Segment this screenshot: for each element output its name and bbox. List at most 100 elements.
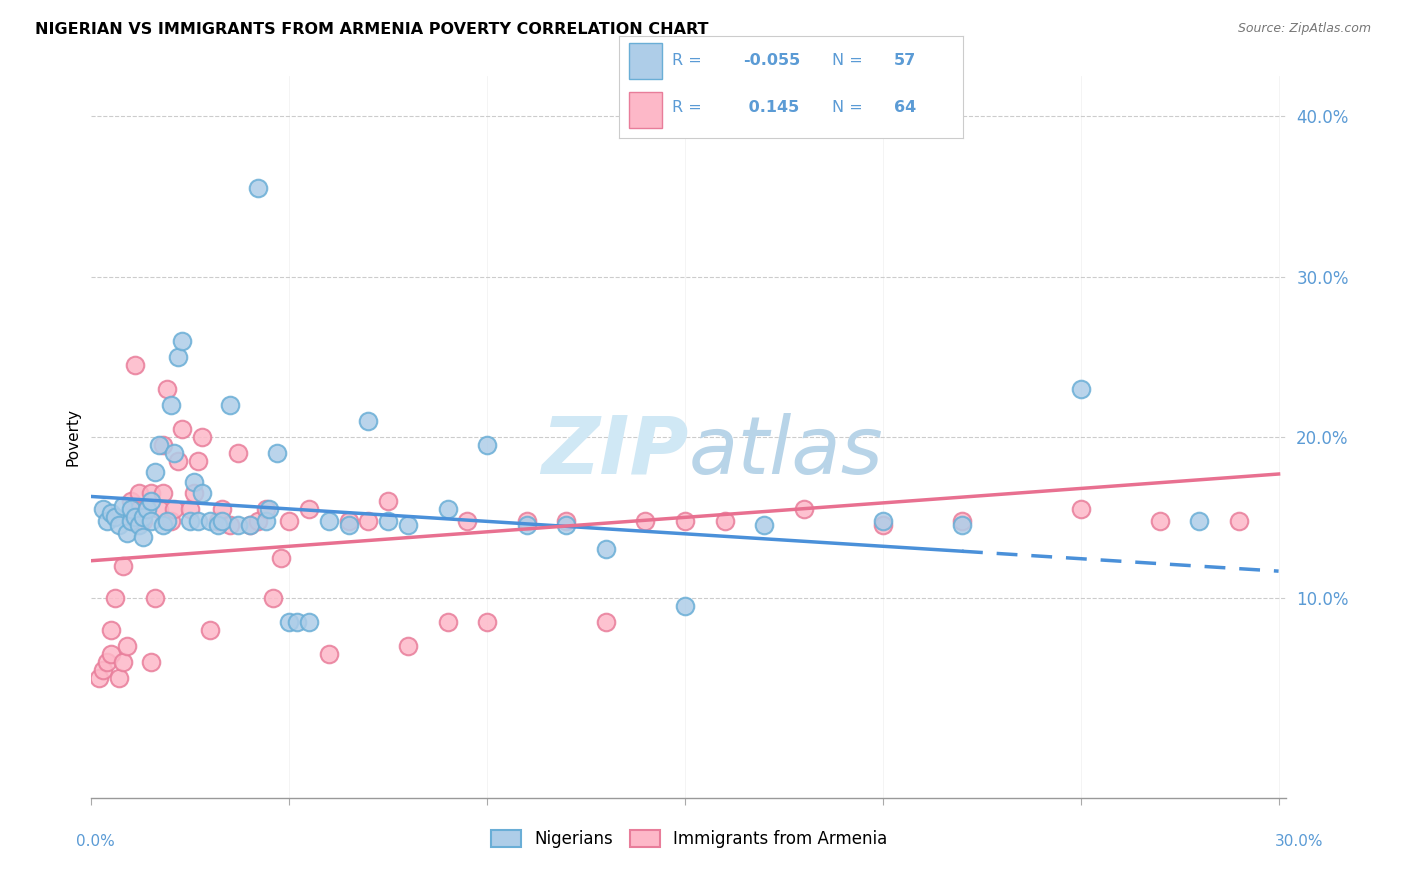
Immigrants from Armenia xyxy=(139,486,162,500)
Immigrants from Armenia xyxy=(211,502,233,516)
Text: 57: 57 xyxy=(894,54,917,69)
Text: 0.145: 0.145 xyxy=(742,101,799,115)
Immigrants from Armenia xyxy=(167,454,190,468)
Nigerians xyxy=(179,514,201,528)
Nigerians xyxy=(266,446,288,460)
Text: NIGERIAN VS IMMIGRANTS FROM ARMENIA POVERTY CORRELATION CHART: NIGERIAN VS IMMIGRANTS FROM ARMENIA POVE… xyxy=(35,22,709,37)
Immigrants from Armenia xyxy=(337,514,360,528)
Nigerians xyxy=(112,499,135,513)
Immigrants from Armenia xyxy=(89,671,111,685)
Immigrants from Armenia xyxy=(179,502,201,516)
Nigerians xyxy=(124,510,146,524)
Text: 0.0%: 0.0% xyxy=(76,834,115,848)
Immigrants from Armenia xyxy=(191,430,214,444)
Nigerians xyxy=(132,510,155,524)
Immigrants from Armenia xyxy=(634,514,657,528)
Immigrants from Armenia xyxy=(183,486,205,500)
Immigrants from Armenia xyxy=(950,514,973,528)
Immigrants from Armenia xyxy=(198,623,221,637)
Nigerians xyxy=(104,510,127,524)
Immigrants from Armenia xyxy=(112,655,135,669)
Nigerians xyxy=(239,518,262,533)
Nigerians xyxy=(211,514,233,528)
Nigerians xyxy=(285,615,308,629)
Nigerians xyxy=(163,446,186,460)
Y-axis label: Poverty: Poverty xyxy=(65,408,80,467)
Nigerians xyxy=(337,518,360,533)
Immigrants from Armenia xyxy=(396,639,419,653)
Immigrants from Armenia xyxy=(595,615,617,629)
Nigerians xyxy=(872,514,894,528)
Immigrants from Armenia xyxy=(516,514,538,528)
Text: N =: N = xyxy=(832,54,863,69)
Nigerians xyxy=(120,514,142,528)
Immigrants from Armenia xyxy=(155,382,177,396)
Immigrants from Armenia xyxy=(139,655,162,669)
Nigerians xyxy=(318,514,340,528)
Immigrants from Armenia xyxy=(239,518,262,533)
Text: atlas: atlas xyxy=(689,412,884,491)
Immigrants from Armenia xyxy=(124,358,146,372)
Immigrants from Armenia xyxy=(1227,514,1250,528)
Nigerians xyxy=(555,518,578,533)
Immigrants from Armenia xyxy=(1149,514,1171,528)
Immigrants from Armenia xyxy=(436,615,458,629)
Immigrants from Armenia xyxy=(104,591,127,605)
Nigerians xyxy=(475,438,498,452)
Nigerians xyxy=(219,398,242,412)
Immigrants from Armenia xyxy=(91,663,114,677)
Immigrants from Armenia xyxy=(163,502,186,516)
Immigrants from Armenia xyxy=(187,454,209,468)
Nigerians xyxy=(673,599,696,613)
Nigerians xyxy=(91,502,114,516)
Nigerians xyxy=(298,615,321,629)
Immigrants from Armenia xyxy=(112,558,135,573)
Nigerians xyxy=(752,518,775,533)
Text: 64: 64 xyxy=(894,101,917,115)
Nigerians xyxy=(132,530,155,544)
Text: N =: N = xyxy=(832,101,863,115)
Immigrants from Armenia xyxy=(456,514,478,528)
Legend: Nigerians, Immigrants from Armenia: Nigerians, Immigrants from Armenia xyxy=(484,823,894,855)
Nigerians xyxy=(167,350,190,364)
Nigerians xyxy=(377,514,399,528)
Immigrants from Armenia xyxy=(713,514,735,528)
Immigrants from Armenia xyxy=(100,623,122,637)
Immigrants from Armenia xyxy=(475,615,498,629)
Immigrants from Armenia xyxy=(555,514,578,528)
Nigerians xyxy=(595,542,617,557)
Nigerians xyxy=(254,514,277,528)
Text: R =: R = xyxy=(672,54,702,69)
Nigerians xyxy=(139,514,162,528)
FancyBboxPatch shape xyxy=(628,92,662,128)
Nigerians xyxy=(183,475,205,489)
Immigrants from Armenia xyxy=(673,514,696,528)
Nigerians xyxy=(172,334,194,348)
Immigrants from Armenia xyxy=(132,514,155,528)
Nigerians xyxy=(159,398,181,412)
Immigrants from Armenia xyxy=(219,518,242,533)
Immigrants from Armenia xyxy=(377,494,399,508)
Immigrants from Armenia xyxy=(226,446,249,460)
Immigrants from Armenia xyxy=(1070,502,1092,516)
Immigrants from Armenia xyxy=(278,514,301,528)
Text: Source: ZipAtlas.com: Source: ZipAtlas.com xyxy=(1237,22,1371,36)
Immigrants from Armenia xyxy=(128,486,150,500)
Nigerians xyxy=(155,514,177,528)
Nigerians xyxy=(436,502,458,516)
Nigerians xyxy=(1070,382,1092,396)
Immigrants from Armenia xyxy=(357,514,380,528)
Immigrants from Armenia xyxy=(262,591,284,605)
Nigerians xyxy=(100,506,122,520)
Nigerians xyxy=(96,514,118,528)
Immigrants from Armenia xyxy=(143,591,166,605)
Immigrants from Armenia xyxy=(152,438,174,452)
Text: 30.0%: 30.0% xyxy=(1275,834,1323,848)
Nigerians xyxy=(207,518,229,533)
Immigrants from Armenia xyxy=(246,514,269,528)
Nigerians xyxy=(152,518,174,533)
FancyBboxPatch shape xyxy=(628,43,662,78)
Text: -0.055: -0.055 xyxy=(742,54,800,69)
Text: R =: R = xyxy=(672,101,702,115)
Immigrants from Armenia xyxy=(100,647,122,661)
